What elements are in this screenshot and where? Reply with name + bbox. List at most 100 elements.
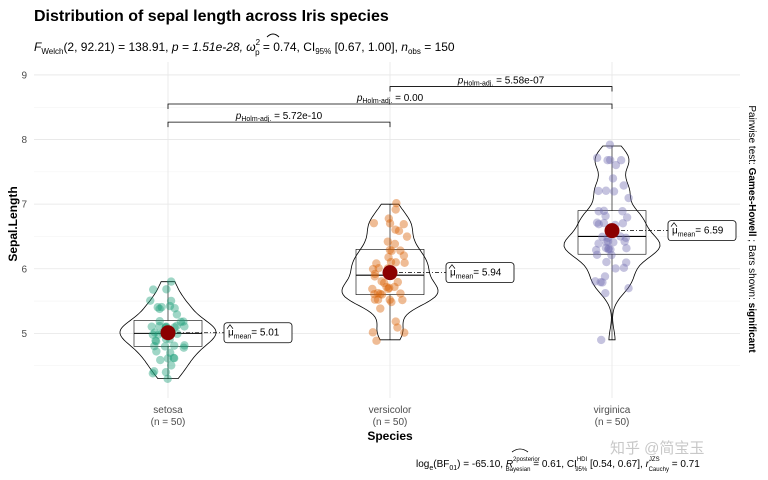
mean-marker [160,325,176,341]
caption-ci-sup: HDI [577,457,588,463]
data-point [592,250,602,260]
mean-label-box [445,262,515,284]
subtitle-n: n [401,40,408,54]
data-point [149,285,158,294]
data-point [393,323,402,332]
data-point [370,269,380,279]
data-point [372,336,381,345]
violins [119,145,661,379]
mean-value: = 5.94 [473,268,502,279]
data-point [400,328,409,337]
data-point [155,317,164,326]
data-point [603,155,612,165]
mean-symbol: μ [228,328,234,339]
data-point [611,264,620,273]
caption-bf: (BF [433,459,449,470]
data-point [169,354,179,363]
caption-r-val: = 0.61, CI [530,459,576,470]
caption-log-sub: e [429,465,433,472]
x-tick-label: setosa [153,405,183,416]
right-caption-prefix: Pairwise test: [746,105,757,167]
mean-label-box [223,322,293,344]
data-point [384,284,393,294]
data-point [393,277,403,287]
data-point [619,181,628,190]
subtitle-f-args: (2, 92.21) = 138.91, [63,40,171,54]
y-tick-label: 8 [21,135,27,146]
data-point [151,337,161,346]
data-point [622,213,632,222]
y-tick-label: 5 [21,329,27,340]
box-iqr [355,249,425,295]
data-point [383,237,393,246]
data-point [399,251,409,260]
x-tick-count: (n = 50) [595,417,630,428]
data-point [402,232,412,241]
data-point [373,288,383,298]
mean-sub: mean [234,334,252,341]
caption-r-sup: 2posterior [513,457,540,463]
data-point [618,219,628,228]
data-point [169,353,178,363]
data-point [368,328,378,337]
subtitle-ci-val: [0.67, 1.00], [331,40,401,54]
subtitle-f-sub: Welch [41,47,63,56]
mean-label: μmean= 5.94 [450,268,502,281]
data-point [162,285,171,294]
data-point [391,258,401,267]
data-point [605,155,615,165]
data-point [156,355,165,365]
chart-subtitle: FWelch(2, 92.21) = 138.91, p = 1.51e-28,… [34,38,455,57]
subtitle-omega-sup: 2 [256,38,261,47]
watermark: 知乎 @简宝玉 [610,440,704,457]
data-point [166,277,176,286]
data-point [379,278,389,288]
caption-log: log [416,459,429,470]
data-point [153,303,162,312]
data-point [600,272,610,281]
r-hat [511,448,529,453]
mean-sub: mean [456,274,474,281]
data-point [391,225,400,234]
data-point [394,226,404,236]
data-point [160,342,170,351]
data-point [391,205,400,214]
x-tick-count: (n = 50) [373,417,408,428]
pairwise-bracket [167,121,391,128]
caption-rc-sup: JZS [649,457,660,463]
data-point [596,277,605,287]
mean-label: μmean= 6.59 [672,226,724,239]
data-point [370,289,379,299]
data-point [598,278,607,287]
right-caption-test: Games-Howell [746,168,757,237]
data-point [400,258,409,268]
data-point [170,304,179,313]
x-tick-label: versicolor [369,405,412,416]
data-point [157,302,166,312]
right-caption: Pairwise test: Games-Howell ; Bars shown… [746,105,757,353]
subtitle-omega: ω [246,40,255,54]
data-point [597,335,606,345]
x-axis-ticks: setosa(n = 50)versicolor(n = 50)virginic… [151,405,631,428]
data-point [621,258,631,267]
x-tick-count: (n = 50) [151,417,186,428]
pairwise-value: = 0.00 [392,93,423,104]
mean-label: μmean= 5.01 [228,328,280,341]
data-point [370,295,380,304]
violin-outline [119,281,217,379]
data-point [390,239,400,249]
data-point [619,263,629,273]
data-point [161,367,171,377]
caption-r: R [506,459,513,470]
data-point [163,354,173,363]
data-point [150,341,159,351]
data-point [169,341,179,350]
pairwise-value: = 5.58e-07 [493,76,544,87]
data-point [594,239,603,248]
data-point [382,282,391,292]
data-point [591,245,601,255]
subtitle-omega-sub: p [255,48,260,57]
subtitle-ci-sub: 95% [315,47,331,56]
data-point [620,237,629,246]
